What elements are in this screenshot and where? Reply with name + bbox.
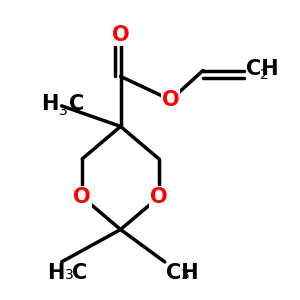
Text: 2: 2 — [260, 68, 269, 82]
Text: 3: 3 — [65, 268, 74, 282]
Text: 3: 3 — [59, 104, 68, 118]
Text: O: O — [112, 25, 129, 45]
Text: H: H — [47, 263, 64, 283]
Text: C: C — [69, 94, 84, 114]
Text: O: O — [150, 187, 168, 207]
Text: 3: 3 — [181, 268, 190, 282]
Text: C: C — [72, 263, 87, 283]
Text: O: O — [74, 187, 91, 207]
Text: H: H — [41, 94, 59, 114]
Text: CH: CH — [246, 59, 278, 79]
Text: O: O — [162, 90, 179, 110]
Text: CH: CH — [166, 263, 199, 283]
